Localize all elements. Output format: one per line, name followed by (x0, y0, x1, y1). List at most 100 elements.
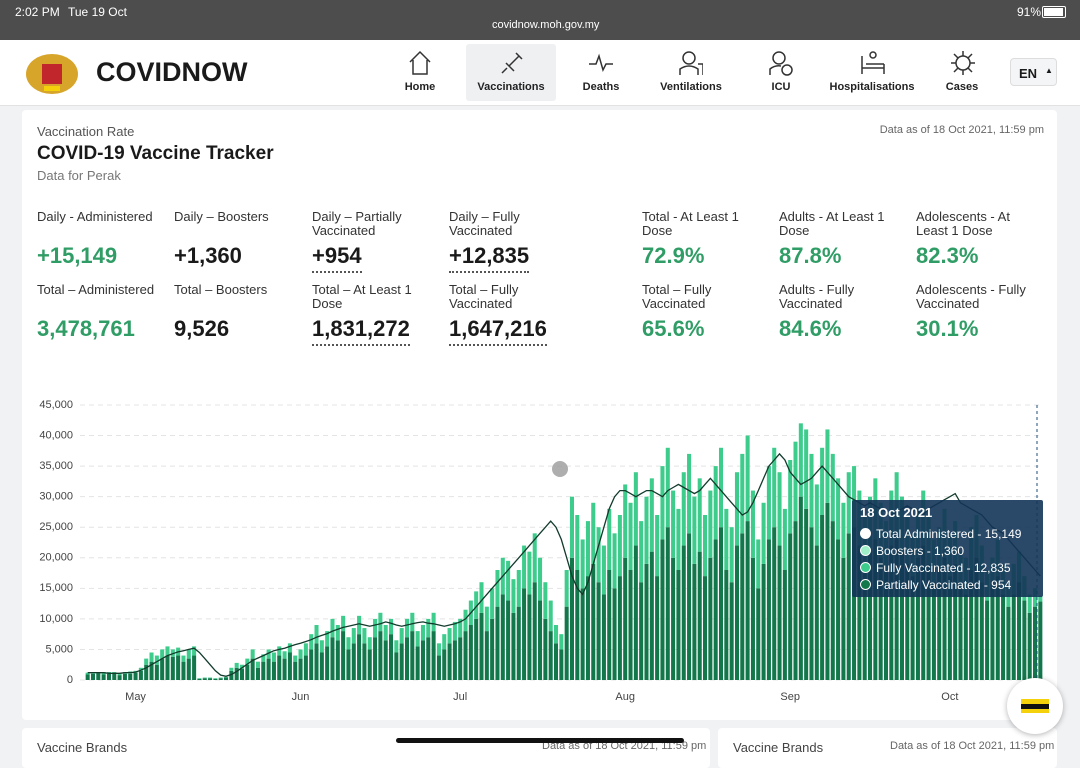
bar-segment (506, 560, 511, 601)
bar-segment (548, 631, 553, 680)
nav-label: Hospitalisations (829, 81, 915, 93)
bar-segment (420, 640, 425, 680)
bar-segment (841, 557, 846, 680)
bar-segment (404, 637, 410, 680)
bar-segment (724, 508, 729, 570)
bar-segment (85, 674, 90, 680)
bar-segment (660, 539, 665, 680)
bar-segment (942, 557, 947, 680)
bar-segment (452, 640, 457, 680)
stat-label: Total – At Least 1 Dose (312, 282, 412, 311)
bar-segment (538, 557, 543, 601)
nav-deaths[interactable]: Deaths (556, 44, 646, 101)
bar-segment (1001, 594, 1006, 680)
bar-segment (96, 673, 101, 680)
bar-segment (138, 667, 143, 671)
bar-segment (447, 643, 452, 680)
bar-segment (921, 545, 926, 680)
bar-segment (181, 655, 186, 662)
bar-segment (330, 637, 335, 680)
nav-icu[interactable]: ICU (736, 44, 826, 101)
bar-segment (878, 557, 883, 680)
bar-segment (825, 429, 830, 503)
bar-segment (202, 678, 207, 680)
stat-value: 87.8% (779, 243, 842, 268)
bar-segment (745, 521, 750, 680)
stat-label: Adults - At Least 1 Dose (779, 209, 885, 238)
nav-home[interactable]: Home (375, 44, 465, 101)
bar-segment (154, 664, 159, 680)
url[interactable]: covidnow.moh.gov.my (492, 19, 600, 31)
bar-segment (250, 658, 255, 680)
bar-segment (681, 545, 686, 680)
time: 2:02 PM (15, 5, 60, 19)
brands-card: Vaccine Brands Data as of 18 Oct 2021, 1… (22, 728, 710, 768)
bar-segment (905, 563, 910, 680)
bar-segment (852, 466, 857, 528)
bar-segment (186, 658, 191, 680)
icon-path (769, 65, 782, 75)
bar-segment (718, 527, 724, 680)
bar-segment (447, 628, 452, 644)
bar-segment (224, 676, 229, 678)
bar-segment (516, 570, 521, 607)
bar-segment (761, 502, 766, 564)
stat-label: Daily – Fully Vaccinated (449, 209, 520, 238)
nav-ventilations[interactable]: Ventilations (646, 44, 736, 101)
bar-segment (346, 649, 351, 680)
bar-segment (836, 539, 841, 680)
bar-segment (788, 533, 793, 680)
bar-segment (623, 557, 628, 680)
language-select[interactable]: EN ▲︎ (1010, 58, 1057, 86)
bar-segment (793, 521, 798, 680)
brand[interactable]: COVIDNOW (96, 57, 248, 87)
icon-path (501, 52, 523, 74)
bar-segment (255, 667, 260, 680)
bar-segment (378, 631, 383, 680)
bar-segment (101, 674, 106, 680)
bar-segment (820, 515, 825, 680)
bar-segment (990, 588, 995, 680)
tooltip-row: Total Administered - 15,149 (860, 527, 1021, 543)
bar-segment (426, 637, 431, 680)
bar-segment (548, 600, 553, 632)
bar-segment (287, 643, 292, 653)
bar-segment (676, 570, 681, 680)
bar-segment (527, 594, 532, 680)
bar-segment (165, 655, 170, 680)
bar-segment (601, 594, 606, 680)
bar-segment (474, 618, 479, 680)
bar-segment (692, 496, 697, 564)
bar-segment (314, 625, 319, 644)
bar-segment (495, 570, 500, 607)
bar-segment (798, 496, 803, 680)
nav-cases[interactable]: Cases (917, 44, 1007, 101)
icon-path (772, 51, 786, 65)
bar-segment (208, 677, 213, 679)
bar-segment (362, 643, 367, 680)
nav-vaccinations[interactable]: Vaccinations (466, 44, 556, 101)
nav-hospitalisations[interactable]: Hospitalisations (827, 44, 917, 101)
y-tick-label: 30,000 (39, 491, 73, 503)
bar-segment (1032, 588, 1038, 607)
bar-segment (703, 576, 708, 680)
bar-segment (766, 466, 771, 540)
language: EN (1019, 66, 1038, 81)
bar-segment (426, 618, 431, 638)
bar-segment (442, 634, 447, 650)
bar-segment (122, 673, 127, 680)
bar-segment (772, 447, 777, 528)
bar-segment (117, 673, 122, 676)
bar-segment (218, 677, 223, 679)
bar-segment (628, 502, 633, 570)
bar-segment (484, 606, 489, 632)
bar-segment (511, 612, 516, 680)
stat-value: 82.3% (916, 243, 979, 268)
bar-segment (213, 678, 218, 680)
x-tick-label: Aug (615, 691, 635, 703)
bar-segment (410, 631, 415, 680)
bar-segment (383, 625, 388, 641)
flag-button[interactable] (1007, 678, 1063, 734)
bar-segment (804, 508, 809, 680)
select-arrow: ▲︎ (1045, 66, 1053, 75)
